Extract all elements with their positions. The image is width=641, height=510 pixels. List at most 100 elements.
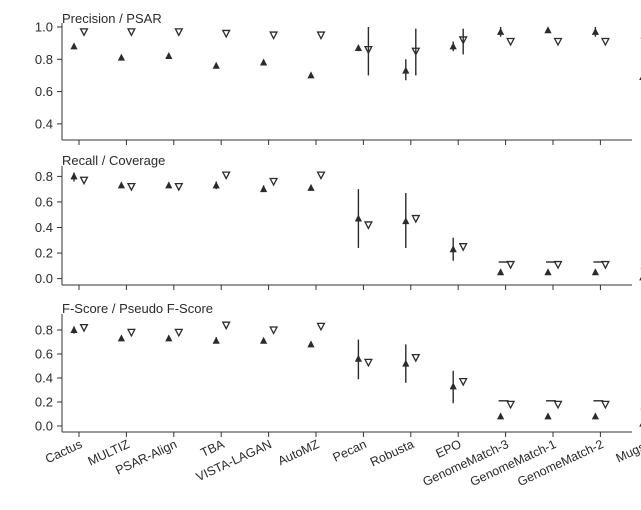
- y-tick-label: 0.4: [35, 220, 53, 235]
- point-down-automz: [316, 31, 326, 40]
- category-label-automz: AutoMZ: [276, 437, 322, 468]
- point-down-genomematch-3: [506, 260, 516, 270]
- point-up-epo: [449, 245, 457, 253]
- point-down-automz: [316, 322, 326, 332]
- point-up-vista-lagan: [260, 185, 268, 193]
- point-up-genomematch-3: [497, 268, 505, 276]
- chart-panels: 0.40.60.81.00.00.20.40.60.80.00.20.40.60…: [35, 20, 641, 437]
- point-down-epo: [458, 36, 468, 45]
- y-tick-label: 0.2: [35, 246, 53, 261]
- category-label-mugsy: Mugsy: [614, 437, 641, 466]
- point-up-pecan: [354, 214, 362, 222]
- y-tick-label: 0.8: [35, 169, 53, 184]
- point-up-robusta: [402, 359, 410, 367]
- point-down-multiz: [126, 328, 136, 338]
- point-up-robusta: [402, 66, 410, 74]
- category-label-pecan: Pecan: [331, 437, 369, 465]
- point-up-tba: [212, 61, 220, 69]
- point-up-automz: [307, 71, 315, 79]
- y-tick-label: 1.0: [35, 20, 53, 35]
- y-tick-label: 0.0: [35, 271, 53, 286]
- point-up-genomematch-3: [497, 412, 505, 420]
- point-down-genomematch-2: [600, 260, 610, 270]
- point-down-robusta: [411, 47, 421, 57]
- point-down-psar-align: [174, 328, 184, 338]
- point-up-multiz: [117, 334, 125, 342]
- point-down-genomematch-1: [553, 400, 563, 410]
- point-up-genomematch-3: [497, 27, 505, 35]
- point-down-vista-lagan: [269, 326, 279, 335]
- point-down-tba: [221, 171, 231, 181]
- point-up-tba: [212, 336, 220, 344]
- point-down-psar-align: [174, 182, 184, 192]
- point-down-genomematch-2: [600, 37, 610, 47]
- point-up-genomematch-1: [544, 412, 552, 420]
- point-up-epo: [449, 42, 457, 50]
- y-tick-label: 0.0: [35, 419, 53, 434]
- point-up-vista-lagan: [260, 336, 268, 344]
- point-down-vista-lagan: [269, 31, 279, 40]
- y-tick-label: 0.6: [35, 347, 53, 362]
- y-tick-label: 0.4: [35, 116, 53, 131]
- point-down-cactus: [79, 176, 89, 186]
- point-down-pecan: [363, 358, 373, 368]
- point-up-automz: [307, 183, 315, 191]
- point-up-pecan: [354, 354, 362, 362]
- panel-title-fscore: F-Score / Pseudo F-Score: [62, 301, 213, 316]
- point-up-psar-align: [165, 334, 173, 342]
- category-label-robusta: Robusta: [368, 437, 416, 469]
- point-down-automz: [316, 171, 326, 181]
- point-down-multiz: [126, 28, 136, 37]
- panel-title-precision: Precision / PSAR: [62, 11, 162, 26]
- y-tick-label: 0.2: [35, 395, 53, 410]
- point-down-tba: [221, 321, 231, 331]
- y-tick-label: 0.6: [35, 194, 53, 209]
- point-down-vista-lagan: [269, 177, 279, 187]
- point-up-genomematch-2: [591, 268, 599, 276]
- category-label-cactus: Cactus: [43, 437, 84, 466]
- point-down-pecan: [363, 221, 373, 230]
- panel-0: 0.4 0.6 0.8 1.0: [35, 20, 641, 145]
- panel-2: 0.0 0.2 0.4 0.6 0.8: [35, 314, 641, 437]
- point-down-robusta: [411, 353, 421, 363]
- point-down-psar-align: [174, 28, 184, 37]
- point-up-vista-lagan: [260, 58, 268, 66]
- point-down-multiz: [126, 182, 136, 192]
- point-up-cactus: [70, 326, 78, 333]
- point-down-genomematch-2: [600, 400, 610, 410]
- point-down-genomematch-1: [553, 260, 563, 270]
- point-up-cactus: [70, 42, 78, 50]
- category-label-tba: TBA: [199, 437, 228, 460]
- point-down-genomematch-1: [553, 37, 563, 47]
- point-up-genomematch-1: [544, 26, 552, 34]
- point-down-genomematch-3: [506, 400, 516, 410]
- point-up-tba: [212, 181, 220, 189]
- y-tick-label: 0.8: [35, 323, 53, 338]
- point-down-cactus: [79, 28, 89, 37]
- point-down-epo: [458, 243, 468, 252]
- point-up-psar-align: [165, 52, 173, 60]
- point-up-genomematch-2: [591, 27, 599, 35]
- point-up-robusta: [402, 217, 410, 225]
- point-down-robusta: [411, 214, 421, 224]
- point-down-genomematch-3: [506, 37, 516, 47]
- y-tick-label: 0.8: [35, 52, 53, 67]
- point-down-epo: [458, 377, 468, 387]
- panel-title-recall: Recall / Coverage: [62, 153, 165, 168]
- point-up-genomematch-1: [544, 268, 552, 276]
- y-tick-label: 0.4: [35, 371, 53, 386]
- panel-1: 0.0 0.2 0.4 0.6 0.8: [35, 166, 641, 290]
- point-up-cactus: [70, 172, 78, 180]
- point-up-multiz: [117, 53, 125, 61]
- point-up-psar-align: [165, 181, 173, 189]
- point-down-pecan: [363, 45, 373, 55]
- point-up-automz: [307, 340, 315, 348]
- point-down-tba: [221, 29, 231, 39]
- point-up-genomematch-2: [591, 412, 599, 420]
- y-tick-label: 0.6: [35, 84, 53, 99]
- point-up-epo: [449, 382, 457, 390]
- point-up-multiz: [117, 181, 125, 189]
- point-down-cactus: [79, 323, 89, 333]
